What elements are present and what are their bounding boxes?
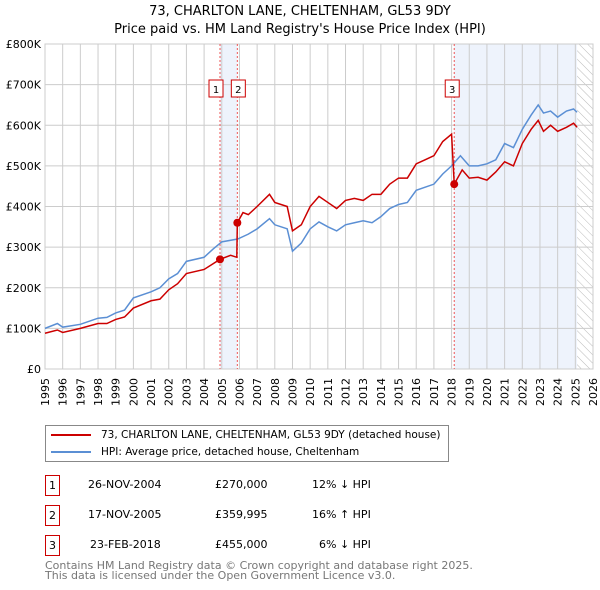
x-tick-label: 2007: [251, 378, 264, 406]
x-tick-label: 2000: [127, 378, 140, 406]
y-tick-label: £500K: [6, 160, 42, 173]
x-tick-label: 2002: [163, 378, 176, 406]
y-tick-label: £700K: [6, 79, 42, 92]
transaction-price: £455,000: [215, 538, 268, 551]
transaction-price: £359,995: [215, 508, 268, 521]
x-tick-label: 2013: [357, 378, 370, 406]
sale-badge-label: 3: [449, 85, 455, 96]
x-tick-label: 1998: [92, 378, 105, 406]
x-tick-label: 2014: [375, 378, 388, 406]
x-tick-label: 2019: [463, 378, 476, 406]
x-tick-label: 1997: [74, 378, 87, 406]
y-tick-label: £800K: [6, 38, 42, 51]
x-tick-label: 2006: [233, 378, 246, 406]
y-tick-label: £300K: [6, 241, 42, 254]
footer-copyright: Contains HM Land Registry data © Crown c…: [45, 559, 473, 572]
x-tick-label: 2003: [180, 378, 193, 406]
y-tick-label: £600K: [6, 119, 42, 132]
transaction-hpi: 12% ↓ HPI: [312, 478, 371, 491]
transaction-date: 26-NOV-2004: [88, 478, 162, 491]
legend-label-property: 73, CHARLTON LANE, CHELTENHAM, GL53 9DY …: [101, 429, 441, 441]
legend-label-hpi: HPI: Average price, detached house, Chel…: [101, 446, 360, 458]
x-tick-label: 2009: [286, 378, 299, 406]
sale-badge: [208, 79, 224, 98]
x-tick-label: 2020: [481, 378, 494, 406]
chart-title: 73, CHARLTON LANE, CHELTENHAM, GL53 9DY: [149, 4, 451, 19]
x-tick-label: 2011: [322, 378, 335, 406]
x-tick-label: 2026: [587, 378, 600, 406]
footer-licence: This data is licensed under the Open Gov…: [45, 569, 396, 582]
transaction-badge: 1: [45, 475, 60, 496]
x-tick-label: 2017: [428, 378, 441, 406]
transaction-date: 23-FEB-2018: [90, 538, 161, 551]
legend-swatch-blue: [51, 451, 91, 453]
x-tick-label: 2012: [340, 378, 353, 406]
x-tick-label: 2015: [393, 378, 406, 406]
x-tick-label: 2025: [569, 378, 582, 406]
x-tick-label: 2021: [499, 378, 512, 406]
x-tick-label: 1999: [110, 378, 123, 406]
x-tick-label: 2023: [534, 378, 547, 406]
y-tick-label: £100K: [6, 322, 42, 335]
y-tick-label: £0: [27, 363, 41, 376]
legend-swatch-red: [51, 434, 91, 436]
x-tick-label: 2024: [552, 378, 565, 406]
transaction-hpi: 16% ↑ HPI: [312, 508, 371, 521]
sale-point: [233, 218, 242, 227]
x-tick-label: 2004: [198, 378, 211, 406]
y-tick-label: £400K: [6, 201, 42, 214]
x-tick-label: 2008: [269, 378, 282, 406]
chart-subtitle: Price paid vs. HM Land Registry's House …: [114, 22, 486, 37]
plot-frame: [44, 43, 594, 370]
transaction-date: 17-NOV-2005: [88, 508, 162, 521]
sale-badge-label: 1: [213, 85, 219, 96]
transaction-badge: 3: [45, 535, 60, 556]
y-tick-label: £200K: [6, 282, 42, 295]
x-tick-label: 2005: [216, 378, 229, 406]
legend-item-property: 73, CHARLTON LANE, CHELTENHAM, GL53 9DY …: [51, 427, 441, 443]
x-tick-label: 1995: [39, 378, 52, 406]
transaction-hpi: 6% ↓ HPI: [319, 538, 371, 551]
price-chart: 1995 1996 1997 1998 1999 2000 2001 2002 2003 2004…: [6, 38, 600, 406]
x-tick-label: 2016: [410, 378, 423, 406]
x-tick-label: 2001: [145, 378, 158, 406]
transaction-badge: 2: [45, 505, 60, 526]
sale-badge-label: 2: [235, 85, 241, 96]
legend: 73, CHARLTON LANE, CHELTENHAM, GL53 9DY …: [45, 425, 449, 462]
x-tick-label: 2022: [516, 378, 529, 406]
sale-badge: [444, 79, 460, 98]
x-tick-label: 1996: [57, 378, 70, 406]
transaction-price: £270,000: [215, 478, 268, 491]
x-tick-label: 2018: [446, 378, 459, 406]
series-line: [44, 118, 578, 334]
series-line: [44, 103, 578, 330]
x-tick-label: 2010: [304, 378, 317, 406]
sale-point: [450, 180, 459, 189]
sale-point: [216, 255, 225, 264]
sale-badge: [230, 79, 246, 98]
legend-item-hpi: HPI: Average price, detached house, Chel…: [51, 444, 359, 460]
